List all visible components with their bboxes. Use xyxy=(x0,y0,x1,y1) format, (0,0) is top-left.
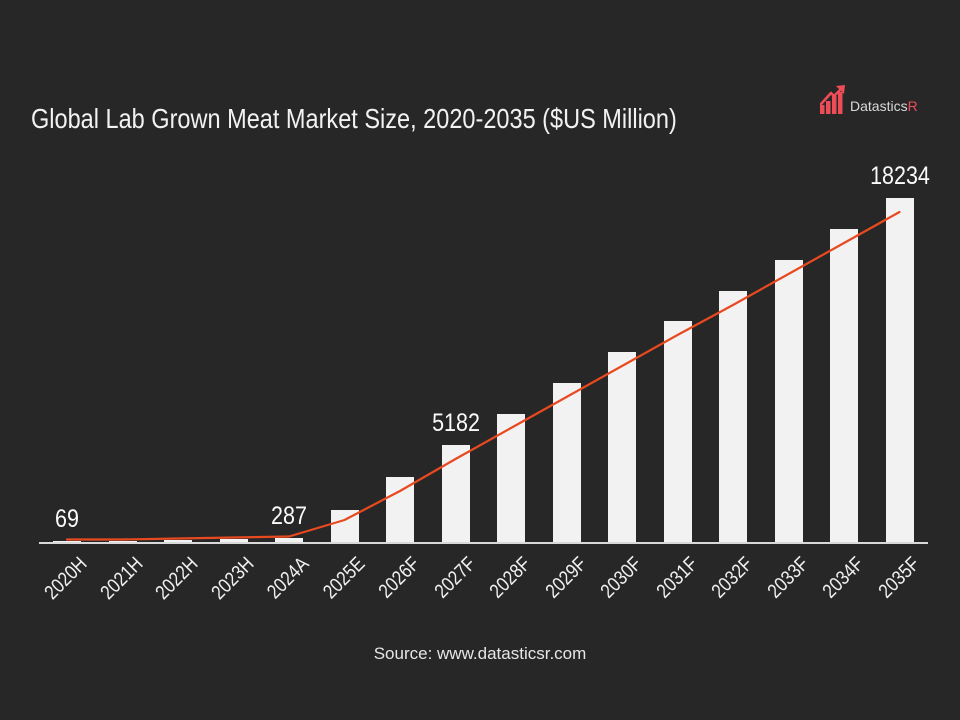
x-tick-2023H: 2023H xyxy=(207,553,259,604)
bar-2030F xyxy=(608,352,636,543)
brand-name: DatasticsR xyxy=(850,98,918,114)
page-title: Global Lab Grown Meat Market Size, 2020-… xyxy=(31,102,677,134)
data-label-2035F: 18234 xyxy=(869,162,930,190)
data-label-2024A: 287 xyxy=(271,502,307,530)
x-tick-2026F: 2026F xyxy=(374,553,425,603)
bar-2035F xyxy=(885,198,914,543)
x-tick-2021H: 2021H xyxy=(96,553,148,604)
x-tick-2027F: 2027F xyxy=(430,553,481,603)
logo-chart-icon xyxy=(820,85,845,114)
x-tick-2030F: 2030F xyxy=(596,553,647,603)
data-label-2027F: 5182 xyxy=(431,409,480,437)
bar-2023H xyxy=(219,539,248,543)
bar-2029F xyxy=(552,383,581,543)
bar-2034F xyxy=(830,229,858,543)
x-tick-2032F: 2032F xyxy=(707,553,758,603)
brand-logo: DatasticsR xyxy=(820,84,918,114)
data-label-2020H: 69 xyxy=(55,505,79,533)
x-tick-2033F: 2033F xyxy=(763,553,814,603)
bar-2033F xyxy=(774,260,803,543)
bar-2027F xyxy=(441,445,470,543)
x-tick-2022H: 2022H xyxy=(151,553,203,604)
x-tick-2034F: 2034F xyxy=(818,553,869,603)
x-tick-2024A: 2024A xyxy=(263,553,314,604)
bar-2026F xyxy=(386,477,414,543)
x-tick-2035F: 2035F xyxy=(874,553,925,603)
source-text: Source: www.datasticsr.com xyxy=(373,644,587,663)
x-tick-2020H: 2020H xyxy=(40,553,92,604)
brand-suffix: R xyxy=(907,98,918,114)
x-tick-2031F: 2031F xyxy=(652,553,703,603)
bar-2032F xyxy=(719,291,747,543)
x-axis-line xyxy=(39,542,928,544)
x-tick-2028F: 2028F xyxy=(485,553,536,603)
x-tick-2025E: 2025E xyxy=(318,553,370,604)
x-tick-2029F: 2029F xyxy=(541,553,592,603)
bar-2031F xyxy=(663,321,692,543)
bar-2022H xyxy=(164,540,192,543)
